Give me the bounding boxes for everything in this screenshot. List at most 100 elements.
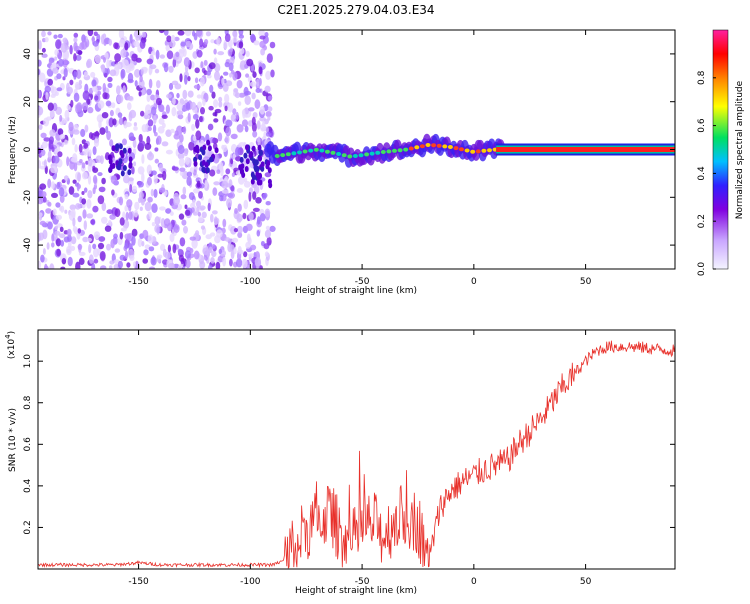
spectrogram-trace-core: [375, 150, 381, 155]
spectrogram-noise-blob: [265, 131, 271, 137]
spectrogram-y-label: Frequency (Hz): [8, 116, 18, 184]
spectrogram-noise-blob: [114, 208, 121, 218]
spectrogram-noise-blob: [200, 61, 204, 69]
spectrogram-trace-core: [453, 146, 459, 151]
spectrogram-noise-blob: [122, 211, 126, 220]
spectrogram-noise-blob: [165, 104, 170, 114]
spectrogram-noise-blob: [55, 238, 62, 247]
spectrogram-noise-blob: [87, 30, 94, 37]
spectrogram-noise-blob: [147, 126, 152, 132]
spectrogram-cluster-blob: [127, 147, 132, 154]
spectrogram-noise-blob: [193, 250, 200, 260]
spectrogram-noise-blob: [207, 123, 214, 131]
spectrogram-noise-blob: [96, 114, 104, 123]
spectrogram-noise-blob: [237, 203, 242, 212]
spectrogram-cluster-blob: [111, 162, 116, 169]
spectrogram-noise-blob: [52, 208, 57, 216]
spectrogram-noise-blob: [237, 225, 243, 234]
spectrogram-noise-blob: [122, 85, 126, 94]
spectrogram-noise-blob: [114, 53, 121, 63]
colorbar-label: Normalized spectral amplitude: [735, 80, 745, 219]
spectrogram-noise-blob: [144, 201, 152, 212]
spectrogram-noise-blob: [128, 177, 134, 182]
spectrogram-noise-blob: [109, 260, 115, 265]
spectrogram-noise-blob: [133, 125, 138, 131]
spectrogram-noise-blob: [63, 67, 68, 78]
spectrogram-cluster-blob: [245, 158, 250, 165]
spectrogram-noise-blob: [87, 106, 94, 114]
spectrogram-noise-blob: [66, 86, 73, 95]
spectrogram-noise-blob: [69, 79, 74, 86]
spectrogram-noise-blob: [41, 30, 46, 38]
spectrogram-noise-blob: [158, 187, 166, 193]
spectrogram-noise-blob: [40, 132, 47, 139]
spectrogram-noise-blob: [106, 68, 110, 75]
spectrogram-noise-blob: [92, 243, 97, 250]
spectrogram-noise-blob: [221, 189, 229, 194]
spectrogram-cluster-blob: [108, 158, 113, 165]
snr-x-tick-label: -100: [240, 577, 261, 587]
spectrogram-noise-blob: [57, 52, 62, 59]
spectrogram-cluster-blob: [205, 167, 210, 174]
spectrogram-noise-blob: [178, 213, 185, 220]
spectrogram-noise-blob: [116, 94, 124, 104]
snr-panel: -150 -100 -50 0 50 0.2 0.4 0.6 0.8 1.0 Height of…: [4, 329, 676, 596]
spectrogram-noise-blob: [182, 89, 188, 100]
spectrogram-noise-blob: [57, 128, 64, 136]
spectrogram-noise-blob: [72, 179, 77, 184]
spectrogram-noise-blob: [52, 67, 59, 74]
spectrogram-noise-blob: [176, 125, 183, 135]
spectrogram-noise-blob: [265, 126, 269, 134]
spectrogram-noise-blob: [104, 225, 112, 232]
spectrogram-noise-blob: [61, 258, 67, 265]
spectrogram-noise-blob: [232, 30, 238, 37]
spectrogram-noise-blob: [192, 135, 197, 142]
spectrogram-noise-blob: [225, 168, 231, 175]
spectrogram-noise-blob: [154, 132, 158, 137]
spectrogram-noise-blob: [153, 124, 157, 134]
spectrogram-noise-blob: [146, 58, 154, 65]
spectrogram-noise-blob: [39, 220, 46, 226]
spectrogram-noise-blob: [133, 261, 136, 268]
spectrogram-cluster-blob: [120, 170, 125, 177]
spectrogram-noise-blob: [66, 104, 71, 110]
spectrogram-noise-blob: [244, 90, 252, 96]
spectrogram-noise-blob: [234, 92, 241, 99]
spectrogram-y-tick-label: 0: [23, 146, 33, 152]
spectrogram-noise-blob: [165, 149, 173, 155]
spectrogram-noise-blob: [110, 239, 115, 249]
spectrogram-noise-blob: [218, 96, 223, 103]
spectrogram-trace-core: [319, 148, 325, 153]
spectrogram-noise-blob: [187, 76, 191, 82]
spectrogram-noise-blob: [172, 58, 177, 68]
spectrogram-noise-blob: [40, 254, 45, 263]
spectrogram-cluster-blob: [128, 162, 133, 169]
spectrogram-noise-blob: [42, 229, 48, 240]
spectrogram-noise-blob: [146, 135, 151, 145]
spectrogram-noise-blob: [75, 203, 81, 210]
spectrogram-noise-blob: [177, 248, 182, 254]
spectrogram-noise-blob: [209, 169, 216, 177]
spectrogram-noise-blob: [146, 164, 152, 175]
spectrogram-noise-blob: [60, 42, 68, 53]
spectrogram-noise-blob: [232, 108, 237, 115]
spectrogram-noise-blob: [70, 99, 74, 108]
colorbar-tick-label: 0.0: [697, 262, 707, 277]
spectrogram-noise-blob: [179, 134, 184, 143]
spectrogram-noise-blob: [177, 144, 185, 154]
spectrogram-noise-blob: [148, 246, 155, 252]
spectrogram-cluster-blob: [258, 155, 263, 162]
spectrogram-noise-blob: [64, 109, 70, 119]
spectrogram-noise-blob: [72, 226, 78, 233]
spectrogram-trace-core: [475, 149, 481, 154]
spectrogram-noise-blob: [38, 199, 43, 205]
spectrogram-noise-blob: [92, 175, 98, 184]
spectrogram-noise-blob: [47, 201, 52, 207]
spectrogram-noise-blob: [43, 137, 51, 142]
spectrogram-noise-blob: [81, 102, 89, 111]
spectrogram-noise-blob: [232, 36, 238, 43]
spectrogram-noise-blob: [41, 47, 46, 53]
spectrogram-noise-blob: [129, 109, 137, 119]
spectrogram-noise-blob: [203, 59, 208, 66]
spectrogram-noise-blob: [197, 101, 202, 109]
